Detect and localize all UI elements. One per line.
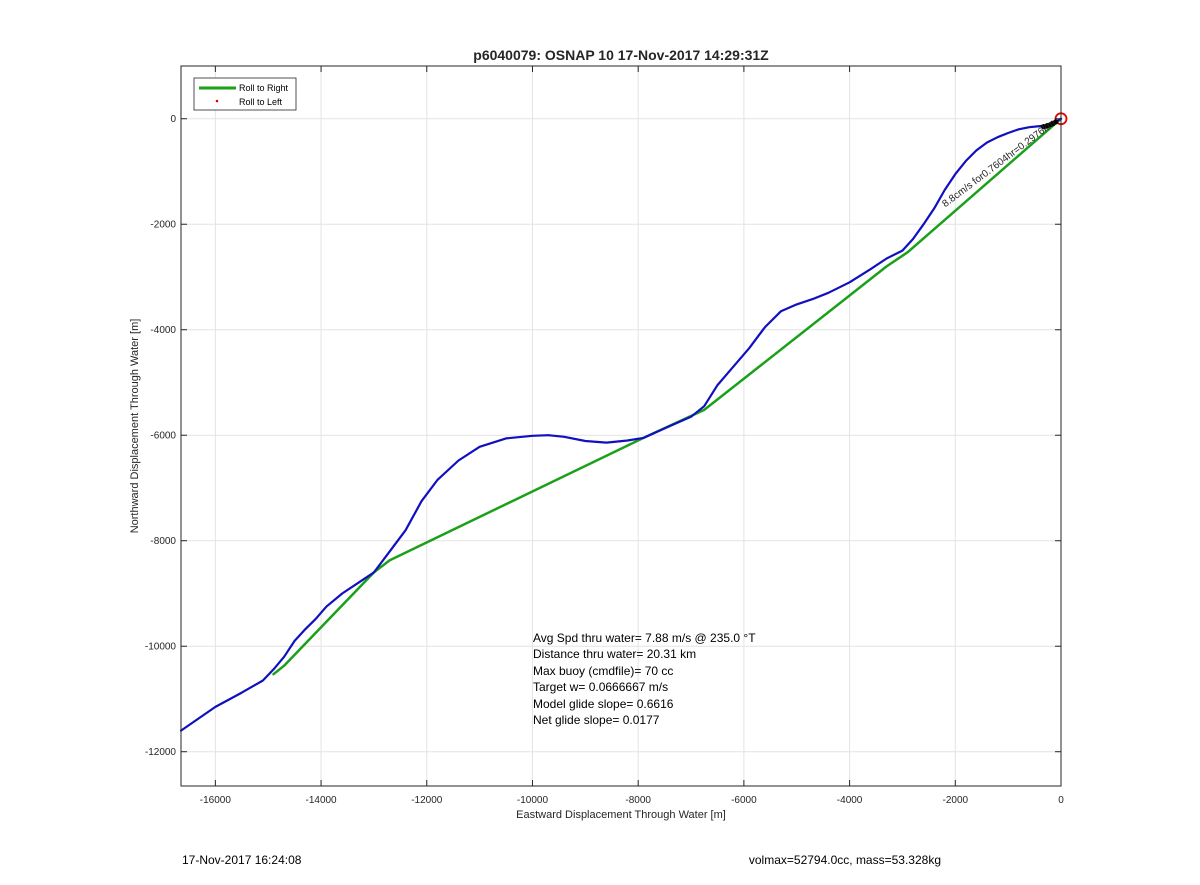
x-tick-label: -6000 [731,795,757,806]
annotation-distance: Distance thru water= 20.31 km [533,647,696,661]
annotation-target-w: Target w= 0.0666667 m/s [533,680,668,694]
y-tick-label: 0 [170,114,176,125]
legend-label-roll-right: Roll to Right [239,83,289,93]
grid-lines [181,66,1062,786]
series-line-track [179,117,1063,732]
legend-box [193,77,297,111]
y-tick-label: -10000 [145,642,177,653]
axes-box [180,65,1062,787]
x-tick-label: -10000 [517,795,549,806]
y-tick-label: -4000 [150,325,176,336]
series-layer [179,117,1063,732]
x-tick-label: -4000 [837,795,863,806]
footer-volmax-mass: volmax=52794.0cc, mass=53.328kg [749,853,941,867]
plot-area: -16000 -14000 -12000 -10000 -8000 -6000 -4000 -… [145,65,1068,806]
legend: Roll to Right Roll to Left [193,77,297,111]
legend-dot-roll-left [215,99,219,103]
stats-annotation: Avg Spd thru water= 7.88 m/s @ 235.0 °T … [533,631,756,727]
chart-title: p6040079: OSNAP 10 17-Nov-2017 14:29:31Z [473,47,769,63]
annotation-max-buoy: Max buoy (cmdfile)= 70 cc [533,664,673,678]
y-tick-label: -8000 [150,536,176,547]
x-tick-label: -12000 [411,795,443,806]
y-tick-label: -12000 [145,747,177,758]
x-tick-label: -2000 [943,795,969,806]
surface-point-marker [1040,124,1047,130]
axis-ticks: -16000 -14000 -12000 -10000 -8000 -6000 -4000 -… [145,66,1064,806]
x-tick-label: -8000 [625,795,651,806]
annotation-model-glide: Model glide slope= 0.6616 [533,697,674,711]
x-axis-label: Eastward Displacement Through Water [m] [516,809,726,821]
annotation-avg-speed: Avg Spd thru water= 7.88 m/s @ 235.0 °T [533,631,756,645]
x-tick-label: -16000 [200,795,232,806]
footer-timestamp: 17-Nov-2017 16:24:08 [182,853,302,867]
y-tick-label: -2000 [150,220,176,231]
axes-background [181,66,1061,786]
y-tick-label: -6000 [150,431,176,442]
y-axis-label: Northward Displacement Through Water [m] [129,319,141,534]
x-tick-label: 0 [1058,795,1064,806]
legend-label-roll-left: Roll to Left [239,97,283,107]
annotation-net-glide: Net glide slope= 0.0177 [533,713,660,727]
x-tick-label: -14000 [305,795,337,806]
